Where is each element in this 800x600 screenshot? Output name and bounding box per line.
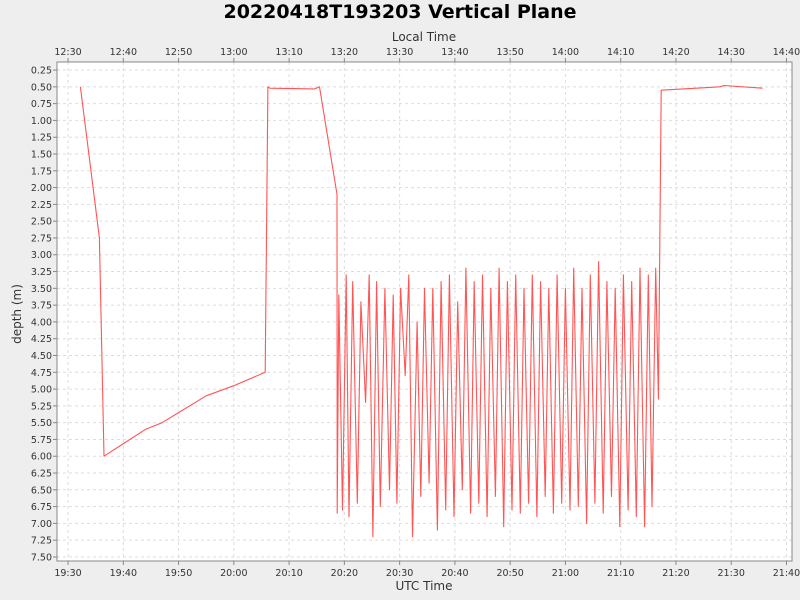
local-tick-label: 12:40 bbox=[110, 47, 137, 58]
y-tick-label: 6.25 bbox=[31, 469, 52, 480]
local-tick-label: 12:30 bbox=[54, 47, 81, 58]
local-tick-label: 13:20 bbox=[331, 47, 358, 58]
y-tick-label: 1.50 bbox=[31, 150, 52, 161]
y-tick-label: 2.25 bbox=[31, 200, 52, 211]
y-tick-label: 0.75 bbox=[31, 99, 52, 110]
y-tick-label: 7.25 bbox=[31, 536, 52, 547]
y-tick-label: 6.00 bbox=[31, 452, 52, 463]
utc-tick-label: 19:30 bbox=[54, 568, 81, 579]
utc-tick-label: 20:10 bbox=[275, 568, 302, 579]
utc-tick-label: 19:40 bbox=[110, 568, 137, 579]
y-tick-label: 2.75 bbox=[31, 233, 52, 244]
y-tick-label: 5.25 bbox=[31, 401, 52, 412]
y-tick-label: 5.50 bbox=[31, 418, 52, 429]
series-layer bbox=[79, 84, 763, 538]
y-tick-label: 3.00 bbox=[31, 250, 52, 261]
local-tick-label: 14:20 bbox=[662, 47, 689, 58]
y-tick-label: 0.25 bbox=[31, 66, 52, 77]
local-tick-label: 13:50 bbox=[496, 47, 523, 58]
local-tick-label: 13:30 bbox=[386, 47, 413, 58]
local-tick-label: 12:50 bbox=[165, 47, 192, 58]
top-axis-label: Local Time bbox=[392, 30, 456, 44]
local-tick-label: 14:10 bbox=[607, 47, 634, 58]
y-tick-label: 7.00 bbox=[31, 519, 52, 530]
y-tick-label: 4.25 bbox=[31, 334, 52, 345]
y-tick-label: 1.25 bbox=[31, 133, 52, 144]
y-tick-label: 5.00 bbox=[31, 385, 52, 396]
local-tick-label: 14:00 bbox=[552, 47, 579, 58]
y-tick-label: 4.00 bbox=[31, 317, 52, 328]
utc-tick-label: 20:40 bbox=[441, 568, 468, 579]
y-tick-label: 6.50 bbox=[31, 485, 52, 496]
utc-tick-label: 20:00 bbox=[220, 568, 247, 579]
y-tick-label: 3.25 bbox=[31, 267, 52, 278]
y-tick-label: 4.50 bbox=[31, 351, 52, 362]
y-tick-label: 2.00 bbox=[31, 183, 52, 194]
utc-tick-label: 21:40 bbox=[773, 568, 800, 579]
local-tick-label: 13:00 bbox=[220, 47, 247, 58]
y-tick-label: 3.50 bbox=[31, 284, 52, 295]
bottom-axis-label: UTC Time bbox=[396, 579, 453, 593]
utc-tick-label: 21:20 bbox=[662, 568, 689, 579]
local-tick-label: 14:30 bbox=[718, 47, 745, 58]
depth-series-line bbox=[79, 84, 763, 538]
y-tick-label: 0.50 bbox=[31, 82, 52, 93]
y-tick-label: 7.50 bbox=[31, 552, 52, 563]
local-tick-label: 13:40 bbox=[441, 47, 468, 58]
y-tick-label: 2.50 bbox=[31, 217, 52, 228]
y-tick-label: 1.00 bbox=[31, 116, 52, 127]
utc-tick-label: 21:10 bbox=[607, 568, 634, 579]
utc-tick-label: 20:20 bbox=[331, 568, 358, 579]
y-tick-label: 4.75 bbox=[31, 368, 52, 379]
chart-title: 20220418T193203 Vertical Plane bbox=[223, 1, 576, 23]
plot-frame bbox=[56, 61, 793, 562]
y-tick-label: 5.75 bbox=[31, 435, 52, 446]
local-tick-label: 14:40 bbox=[773, 47, 800, 58]
y-tick-label: 1.75 bbox=[31, 166, 52, 177]
local-tick-label: 13:10 bbox=[275, 47, 302, 58]
utc-tick-label: 21:30 bbox=[718, 568, 745, 579]
utc-tick-label: 20:30 bbox=[386, 568, 413, 579]
utc-tick-label: 20:50 bbox=[496, 568, 523, 579]
axis-ticks: 0.25 0.50 0.75 1.00 1.25 1.50 1.75 2.00 2.25 2.50… bbox=[31, 47, 800, 579]
y-tick-label: 3.75 bbox=[31, 301, 52, 312]
utc-tick-label: 19:50 bbox=[165, 568, 192, 579]
utc-tick-label: 21:00 bbox=[552, 568, 579, 579]
y-tick-label: 6.75 bbox=[31, 502, 52, 513]
y-axis-label: depth (m) bbox=[10, 284, 24, 344]
